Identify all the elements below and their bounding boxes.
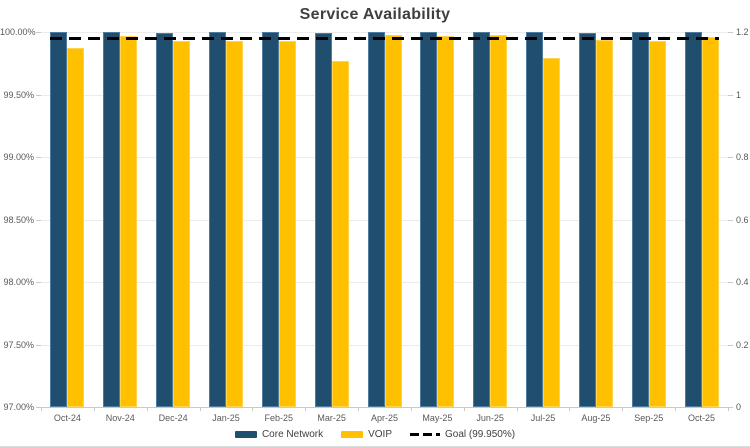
x-axis-label: Jun-25 <box>476 413 504 423</box>
x-axis-label: Apr-25 <box>370 413 398 423</box>
bar-voip-sep-25[interactable] <box>648 40 666 407</box>
x-axis-tick <box>41 407 42 411</box>
x-axis-tick <box>146 407 148 411</box>
y2-axis-label: 0.2 <box>736 339 749 350</box>
y-axis-tick <box>36 344 41 346</box>
goal-line <box>50 36 719 40</box>
y-axis-label: 99.00% <box>3 152 34 162</box>
x-axis-tick <box>622 407 624 411</box>
x-axis-tick <box>569 407 571 411</box>
bar-core-network-aug-25[interactable] <box>578 33 596 407</box>
core-network-swatch-icon <box>234 430 257 438</box>
y-axis-label: 97.00% <box>3 402 34 412</box>
x-axis-tick <box>410 407 412 411</box>
bar-voip-jun-25[interactable] <box>490 34 508 407</box>
x-axis-tick <box>463 407 465 411</box>
gridline <box>41 32 728 33</box>
bar-core-network-feb-25[interactable] <box>261 32 279 407</box>
x-axis-label: May-25 <box>422 413 453 423</box>
x-axis-tick <box>728 407 729 411</box>
y2-axis-tick <box>728 32 733 33</box>
x-axis-label: Jul-25 <box>530 413 556 423</box>
legend-item-voip[interactable]: VOIP <box>341 429 392 440</box>
y2-axis-tick <box>728 157 733 158</box>
y2-axis-label: 0.4 <box>736 277 749 287</box>
bar-core-network-oct-24[interactable] <box>50 32 68 407</box>
y2-axis-label: 1.2 <box>736 27 749 37</box>
y2-axis-tick <box>728 344 733 346</box>
chart-title: Service Availability <box>299 6 451 23</box>
x-axis-label: Sep-25 <box>634 413 664 423</box>
bar-voip-dec-24[interactable] <box>173 40 191 407</box>
x-axis-label: Nov-24 <box>105 413 135 423</box>
x-axis-label: Feb-25 <box>264 413 294 423</box>
bar-voip-oct-24[interactable] <box>67 48 85 407</box>
bar-core-network-may-25[interactable] <box>420 32 438 407</box>
y2-axis-label: 0.8 <box>736 152 749 162</box>
voip-swatch-icon <box>341 430 364 438</box>
legend-label-voip: VOIP <box>368 428 392 440</box>
x-axis-tick <box>675 407 677 411</box>
y-axis-tick <box>36 407 41 408</box>
y-axis-label: 98.00% <box>3 277 34 287</box>
y2-axis-label: 0 <box>736 402 742 412</box>
legend-item-goal[interactable]: Goal (99.950%) <box>410 429 515 440</box>
goal-dashed-line-icon <box>410 432 440 436</box>
y-axis-label: 97.50% <box>3 339 34 350</box>
y2-axis-label: 1 <box>736 89 742 100</box>
y2-axis-tick <box>728 407 733 408</box>
bar-core-network-mar-25[interactable] <box>314 33 332 407</box>
bar-core-network-sep-25[interactable] <box>631 32 649 407</box>
x-axis-tick <box>358 407 360 411</box>
y-axis-tick <box>36 282 41 283</box>
x-axis-label: Dec-24 <box>158 413 188 423</box>
x-axis-label: Jan-25 <box>212 413 240 423</box>
x-axis-label: Oct-24 <box>53 413 81 423</box>
bar-voip-jul-25[interactable] <box>543 58 561 407</box>
x-axis-label: Aug-25 <box>581 413 611 423</box>
legend-label-goal: Goal (99.950%) <box>445 428 516 440</box>
bar-core-network-jan-25[interactable] <box>208 32 226 407</box>
y-axis-label: 99.50% <box>3 89 34 100</box>
bar-core-network-dec-24[interactable] <box>156 33 174 407</box>
gridline <box>41 407 728 408</box>
bar-voip-aug-25[interactable] <box>595 39 613 407</box>
y2-axis-label: 0.6 <box>736 214 749 225</box>
legend-item-core-network[interactable]: Core Network <box>234 428 324 440</box>
y-axis-tick <box>36 32 41 33</box>
x-axis-tick <box>252 407 254 411</box>
x-axis-tick <box>199 407 201 411</box>
bar-voip-apr-25[interactable] <box>384 34 402 407</box>
y-axis-tick <box>36 94 41 96</box>
bar-voip-oct-25[interactable] <box>701 37 719 407</box>
bar-voip-nov-24[interactable] <box>120 35 138 407</box>
bar-voip-may-25[interactable] <box>437 35 455 407</box>
bar-core-network-apr-25[interactable] <box>367 32 385 407</box>
bar-voip-feb-25[interactable] <box>278 40 296 407</box>
legend-label-core-network: Core Network <box>261 428 324 440</box>
x-axis-label: Mar-25 <box>317 413 346 423</box>
y-axis-tick <box>36 157 41 158</box>
y2-axis-tick <box>728 94 733 96</box>
x-axis-tick <box>93 407 95 411</box>
bar-core-network-nov-24[interactable] <box>103 32 121 407</box>
y2-axis-tick <box>728 282 733 283</box>
y2-axis-tick <box>728 219 733 221</box>
bar-voip-mar-25[interactable] <box>331 60 349 407</box>
bar-core-network-jul-25[interactable] <box>526 32 544 407</box>
bar-core-network-jun-25[interactable] <box>473 32 491 407</box>
y-axis-label: 98.50% <box>3 214 34 225</box>
y-axis-tick <box>36 219 41 221</box>
x-axis-label: Oct-25 <box>688 413 716 423</box>
bar-core-network-oct-25[interactable] <box>684 32 702 407</box>
y-axis-label: 100.00% <box>0 27 36 37</box>
bar-voip-jan-25[interactable] <box>225 40 243 407</box>
x-axis-tick <box>305 407 307 411</box>
x-axis-tick <box>516 407 518 411</box>
legend: Core Network VOIP Goal (99.950%) <box>0 426 750 442</box>
